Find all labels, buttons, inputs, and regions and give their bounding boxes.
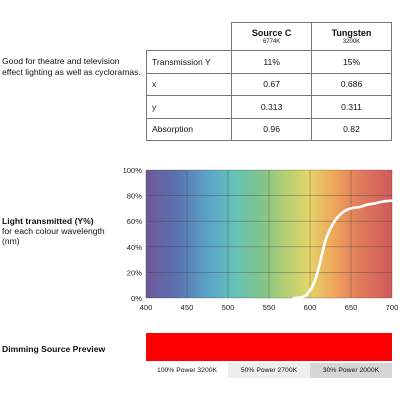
row-label: x bbox=[145, 72, 233, 96]
x-tick-label: 550 bbox=[263, 303, 276, 312]
y-tick-label: 100% bbox=[123, 166, 143, 175]
x-tick-label: 600 bbox=[304, 303, 317, 312]
dimming-label: Dimming Source Preview bbox=[2, 344, 106, 354]
spec-header-row: Source C 6774K Tungsten 3200K bbox=[146, 22, 392, 51]
row-value: 0.311 bbox=[311, 95, 392, 119]
row-value: 11% bbox=[231, 50, 312, 74]
dimming-option-100[interactable]: 100% Power 3200K bbox=[146, 363, 228, 378]
spec-table: Source C 6774K Tungsten 3200K Transmissi… bbox=[145, 22, 392, 141]
transmission-line bbox=[292, 199, 394, 300]
x-tick-label: 700 bbox=[386, 303, 399, 312]
dimming-option-50[interactable]: 50% Power 2700K bbox=[228, 363, 310, 378]
source-c-header: Source C 6774K bbox=[231, 22, 312, 51]
row-label: Transmission Y bbox=[145, 50, 233, 74]
table-row: y 0.313 0.311 bbox=[145, 95, 392, 119]
x-tick-label: 400 bbox=[140, 303, 153, 312]
source-name: Tungsten bbox=[331, 27, 372, 38]
source-temp: 6774K bbox=[262, 38, 281, 45]
transmission-chart: 0% 20% 40% 60% 80% 100% 400 450 500 550 600 650 700 bbox=[123, 166, 399, 312]
y-tick-label: 0% bbox=[131, 294, 142, 303]
dimming-options: 100% Power 3200K 50% Power 2700K 30% Pow… bbox=[146, 363, 392, 378]
y-tick-label: 40% bbox=[127, 243, 142, 252]
dimming-preview-swatch bbox=[146, 333, 392, 361]
table-row: x 0.67 0.686 bbox=[145, 72, 392, 96]
row-value: 0.67 bbox=[231, 72, 312, 96]
row-label: y bbox=[145, 95, 233, 119]
source-name: Source C bbox=[251, 27, 292, 38]
light-transmitted-subtitle: for each colour wavelength (nm) bbox=[2, 226, 105, 246]
x-tick-label: 450 bbox=[181, 303, 194, 312]
row-value: 0.96 bbox=[231, 117, 312, 141]
table-row: Transmission Y 11% 15% bbox=[145, 50, 392, 74]
light-transmitted-caption: Light transmitted (Y%) for each colour w… bbox=[2, 216, 122, 246]
y-tick-label: 20% bbox=[127, 268, 142, 277]
row-value: 0.313 bbox=[231, 95, 312, 119]
source-temp: 3200K bbox=[342, 38, 361, 45]
tungsten-header: Tungsten 3200K bbox=[311, 22, 392, 51]
y-tick-label: 80% bbox=[127, 192, 142, 201]
row-value: 0.686 bbox=[311, 72, 392, 96]
table-row: Absorption 0.96 0.82 bbox=[145, 117, 392, 141]
row-value: 15% bbox=[311, 50, 392, 74]
x-tick-label: 500 bbox=[222, 303, 235, 312]
filter-description: Good for theatre and television effect l… bbox=[2, 56, 141, 77]
dimming-option-30[interactable]: 30% Power 2000K bbox=[310, 363, 392, 378]
row-value: 0.82 bbox=[311, 117, 392, 141]
x-tick-label: 650 bbox=[345, 303, 358, 312]
table-corner bbox=[146, 22, 233, 51]
y-tick-label: 60% bbox=[127, 217, 142, 226]
row-label: Absorption bbox=[145, 117, 233, 141]
light-transmitted-title: Light transmitted (Y%) bbox=[2, 216, 94, 226]
